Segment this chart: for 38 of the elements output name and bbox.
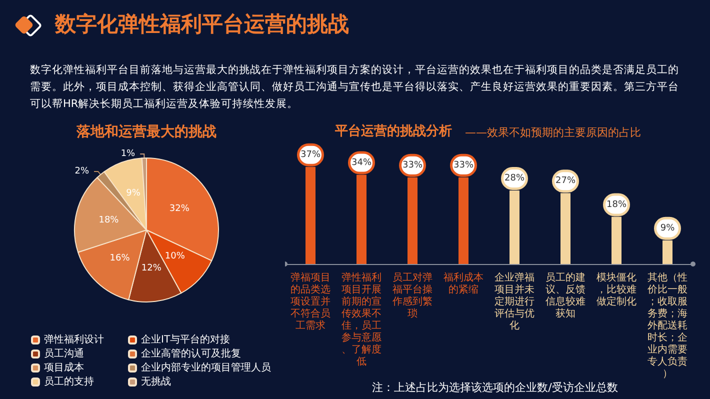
text: 数字化弹性福利平台运营的挑战 [55, 11, 349, 38]
data-label: 33% [402, 160, 423, 170]
legend-label: 企业内部专业的项目管理人员 [141, 362, 271, 374]
data-label: 34% [351, 158, 372, 168]
data-label: 2% [74, 166, 90, 176]
x-tick-label: 员工的建议、反馈信息较难获知 [546, 272, 586, 320]
data-label: 18% [606, 200, 627, 210]
text: 注：上述占比为选择该选项的企业数/受访企业总数 [372, 381, 618, 394]
data-label: 27% [555, 176, 576, 186]
data-label: 9% [126, 188, 141, 198]
data-label: 18% [98, 215, 120, 226]
x-tick-label: 福利成本的紧缩 [444, 272, 484, 296]
data-label: 28% [504, 174, 525, 184]
legend-label: 企业IT与平台的对接 [141, 334, 230, 346]
data-label: 16% [110, 253, 130, 264]
data-label: 12% [141, 264, 162, 274]
legend-label: 项目成本 [44, 362, 84, 374]
legend-label: 弹性福利设计 [44, 334, 104, 346]
category-label: 其他（性价比一般；收取服务费；海外配送耗时长；企业内需要专人负责） [648, 272, 688, 380]
chart-title: 平台运营的挑战分析 [334, 123, 452, 139]
legend-label: 企业高管的认可及批复 [141, 348, 241, 360]
legend-label: 员工的支持 [44, 376, 94, 388]
text: 数字化弹性福利平台目前落地与运营最大的挑战在于弹性福利项目方案的设计，平台运营的效果也在于福利项目的品类是否满足员工的需要。此外，项目成本控制、获得企业高管认同、做好员工沟通与宣传也是平台得以落实、产生良好运营效果的重要因素。第三方平台可以帮HR解决长期员工福利运营及体验可持续性发展。 [30, 63, 680, 112]
legend-label: 员工沟通 [44, 348, 84, 360]
data-label: 9% [660, 223, 676, 234]
legend-label: 无挑战 [141, 376, 171, 388]
x-tick-label: 员工对弹福平台操作感到繁琐 [392, 272, 432, 320]
data-label: 1% [120, 149, 136, 160]
x-tick-label: 模块僵化，比较难做定制化 [596, 272, 636, 308]
x-tick-label: 弹性福利项目开展前期的宣传效果不佳，员工参与意愿、了解度低 [342, 272, 382, 368]
chart-title: 落地和运营最大的挑战 [76, 124, 216, 140]
data-label: 32% [169, 204, 190, 214]
data-label: 10% [164, 252, 186, 262]
x-tick-label: 弹福项目的品类选项设置并不符合员工需求 [290, 272, 330, 332]
data-label: 37% [300, 150, 321, 160]
x-tick-label: 企业弹福项目并未定期进行评估与优化 [494, 272, 534, 332]
chart-subtitle: ——效果不如预期的主要原因的占比 [465, 126, 641, 139]
data-label: 33% [453, 160, 474, 170]
